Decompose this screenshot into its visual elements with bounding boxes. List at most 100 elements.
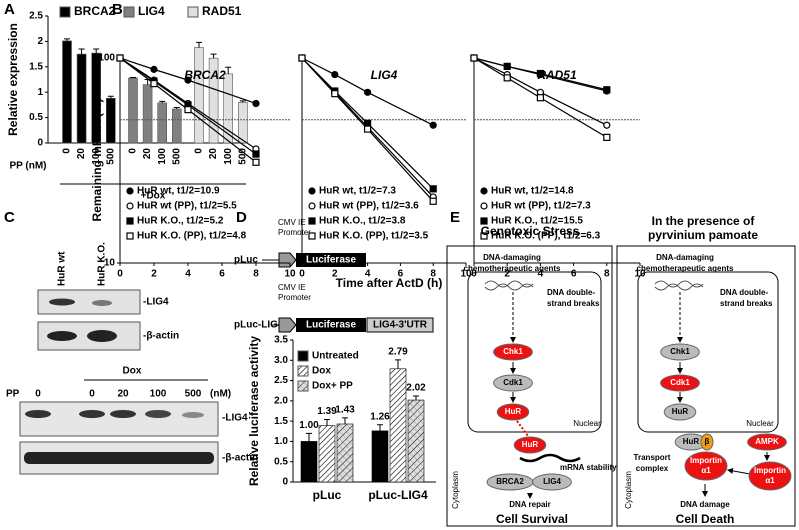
bar	[371, 430, 389, 483]
node	[496, 403, 530, 421]
legend-label: BRCA2	[74, 4, 116, 18]
node-label: Cdk1	[503, 378, 523, 387]
marker	[116, 54, 124, 62]
unit-label: (nM)	[210, 389, 231, 400]
marker	[252, 158, 260, 166]
value-label: 2.02	[406, 383, 426, 394]
x-tick-label: 6	[398, 269, 404, 280]
arrow	[516, 420, 529, 437]
model-text: Cell Death	[676, 512, 735, 526]
lane-header: PP	[6, 389, 20, 400]
node	[513, 436, 547, 454]
marker	[536, 69, 545, 78]
legend-label: Dox+ PP	[312, 381, 353, 392]
bar	[336, 423, 354, 483]
error-bar	[324, 419, 330, 426]
model-text: α1	[765, 476, 775, 485]
y-tick-label: 3.0	[274, 355, 288, 366]
y-tick-label: 2.0	[274, 395, 288, 406]
node	[684, 451, 728, 481]
error-bar	[377, 424, 383, 431]
marker	[126, 202, 134, 210]
model-text: Importin	[754, 466, 786, 475]
y-tick-label: 1	[37, 87, 43, 98]
node	[663, 403, 697, 421]
y-tick-label: 1.5	[274, 416, 288, 427]
legend-label: HuR wt, t1/2=10.9	[137, 186, 220, 197]
legend-label: Dox	[312, 366, 331, 377]
x-tick-label: 4	[538, 269, 544, 280]
panel-label: B	[112, 1, 123, 18]
y-axis-label: Remaining mRNA (%)	[90, 99, 104, 222]
series-line	[473, 57, 608, 126]
lane-label: 100	[150, 389, 167, 400]
blot	[19, 401, 219, 437]
x-tick-label: 500	[105, 148, 116, 165]
nucleus-box	[467, 271, 602, 433]
arrow	[727, 467, 751, 475]
y-tick-label: 1.0	[274, 436, 288, 447]
node-label: BRCA2	[496, 477, 524, 486]
value-label: 1.43	[335, 405, 355, 416]
marker	[126, 217, 134, 225]
chart-title: LIG4	[371, 68, 398, 82]
lane-label: HuR K.O.	[97, 242, 108, 286]
dna-helix	[654, 280, 704, 291]
nucleus-box	[637, 271, 779, 433]
x-tick-label: 8	[604, 269, 610, 280]
model-text: chemotherapeutic agents	[637, 264, 734, 273]
model-text: Importin	[690, 456, 722, 465]
node-label: HuR	[683, 437, 700, 446]
legend-label: RAD51	[202, 4, 242, 18]
band-label: -LIG4	[222, 413, 248, 424]
x-tick-label: pLuc-LIG4	[368, 488, 428, 502]
model-text: strand breaks	[720, 299, 773, 308]
marker	[308, 202, 316, 210]
bar	[172, 108, 182, 144]
error-bar	[210, 53, 217, 59]
y-tick-label: 0	[282, 477, 288, 488]
x-tick-label: 100	[157, 148, 168, 165]
bar	[157, 102, 167, 144]
error-bar	[159, 100, 166, 103]
marker	[429, 197, 437, 205]
gene-label: Luciferase	[306, 255, 356, 266]
x-axis-label: Time after ActD (h)	[336, 276, 443, 290]
node-label: β	[705, 437, 710, 446]
model-text: DNA damage	[680, 500, 730, 509]
lane-label: 20	[117, 389, 129, 400]
band	[182, 412, 204, 418]
promoter-label: Promoter	[278, 228, 311, 237]
marker	[470, 54, 478, 62]
model-text: pyrvinium pamoate	[648, 228, 758, 242]
promoter-label: CMV IE	[278, 283, 306, 292]
node	[532, 473, 572, 491]
y-tick-label: 10	[104, 258, 116, 269]
model	[446, 245, 796, 527]
chart-title: BRCA2	[184, 68, 226, 82]
model-text: Transport	[634, 453, 671, 462]
x-tick-label: 100	[223, 148, 234, 165]
legend-label: HuR K.O. (PP), t1/2=6.3	[491, 231, 601, 242]
legend-label: HuR K.O., t1/2=3.8	[319, 216, 406, 227]
value-label: 2.79	[388, 347, 408, 358]
bar	[300, 441, 318, 483]
marker	[364, 88, 372, 96]
band	[92, 300, 112, 306]
marker	[364, 125, 372, 133]
x-tick-label: 500	[171, 148, 182, 165]
band	[87, 330, 117, 342]
model-text: Cytoplasm	[451, 471, 460, 509]
marker	[126, 232, 134, 240]
model-text: complex	[636, 464, 669, 473]
bar	[194, 47, 204, 144]
series-line	[119, 57, 257, 155]
model-text: mRNA stability	[560, 463, 617, 472]
node-label: LIG4	[543, 477, 561, 486]
marker	[480, 202, 488, 210]
legend-label: HuR wt (PP), t1/2=3.6	[319, 201, 419, 212]
lane-label: HuR wt	[57, 251, 68, 286]
